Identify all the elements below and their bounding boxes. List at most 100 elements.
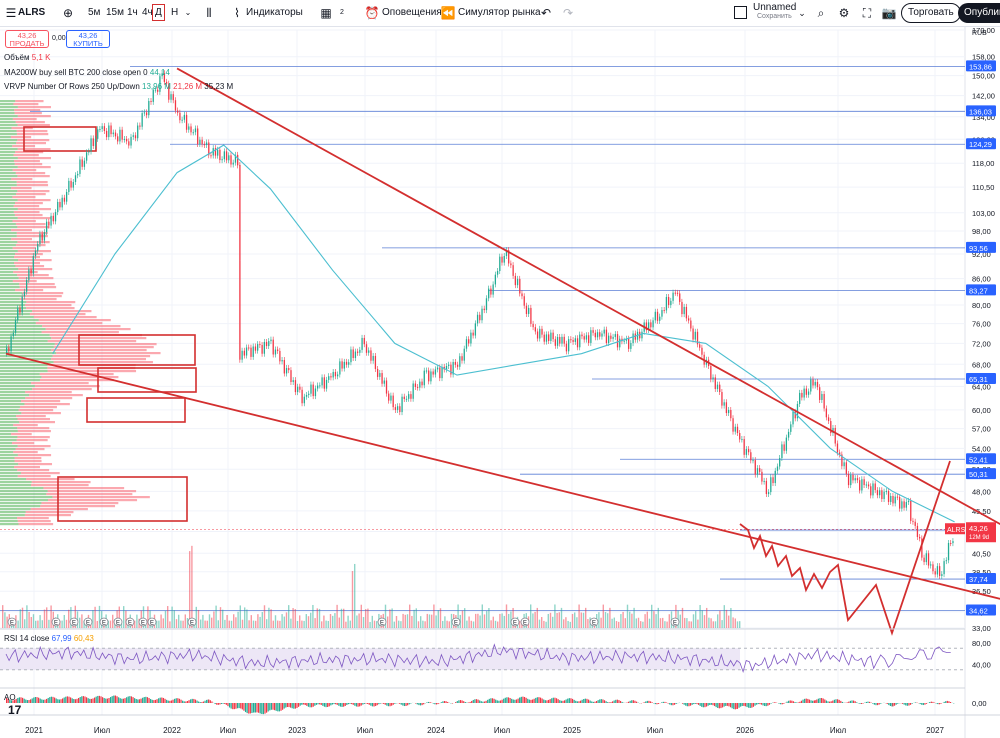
timeframe-week[interactable]: Н [171,7,179,18]
replay-button[interactable]: Симулятор рынка [458,7,541,18]
ao-legend[interactable]: AO [4,693,16,702]
ao-bar [559,700,561,703]
volume-profile-down-bar [31,481,91,484]
candle-body [350,349,352,363]
candle-body [394,407,397,410]
publish-button[interactable]: Опубликовать [958,3,1000,23]
replay-icon[interactable]: ⏪ [440,6,456,20]
redo-icon[interactable]: ↷ [562,6,574,20]
ao-bar [325,703,327,708]
candle-body [472,332,474,336]
menu-icon[interactable]: ☰ [5,6,17,20]
volume-bar [710,618,712,628]
chevron-down-icon[interactable]: ⌄ [184,8,192,17]
volume-bar [200,619,202,628]
buy-label: КУПИТЬ [73,39,103,48]
ao-bar [7,698,9,703]
trade-button[interactable]: Торговать [901,3,961,23]
candle-body [907,500,910,503]
candle-body [279,350,281,362]
x-tick-label: 2025 [563,726,581,735]
vrvp-legend[interactable]: VRVP Number Of Rows 250 Up/Down 13,96 M … [4,82,233,91]
volume-bar [290,618,292,628]
layout-checkbox[interactable] [734,6,747,19]
candle-body [54,212,57,222]
candle-body [416,386,419,388]
candle-body [39,233,41,245]
ao-bar [186,701,189,703]
sell-button[interactable]: 43,26 ПРОДАТЬ [5,30,49,48]
timeframe-1h[interactable]: 1ч [127,7,138,18]
undo-icon[interactable]: ↶ [540,6,552,20]
fullscreen-icon[interactable]: ⛶ [862,6,872,20]
chevron-down-icon[interactable]: ⌄ [798,8,806,18]
volume-bar [208,614,211,628]
ao-bar [233,703,235,710]
volume-bar [426,613,428,628]
volume-profile-down-bar [19,283,55,286]
ma-legend[interactable]: MA200W buy sell BTC 200 close open 0 44,… [4,68,170,77]
candle-body [921,538,923,558]
volume-profile-up-bar [0,133,17,136]
indicators-icon[interactable]: ⌇ [234,6,240,20]
volume-bar [162,618,164,628]
volume-bar [699,605,701,628]
volume-bar [655,614,657,628]
ao-bar [780,703,782,705]
candles-icon[interactable]: ⫴ [206,6,212,20]
camera-icon[interactable]: 📷 [881,6,897,20]
plus-circle-icon[interactable]: ⊕ [62,6,74,20]
ao-bar [629,700,631,703]
volume-bar [662,617,664,628]
volume-profile-up-bar [0,112,15,115]
volume-bar [184,614,186,628]
ao-bar [190,699,192,703]
ao-bar [328,703,330,707]
timeframe-day[interactable]: Д [152,4,165,21]
alarm-icon[interactable]: ⏰ [364,6,380,20]
volume-profile-down-bar [25,304,72,307]
ao-bar [909,703,912,705]
alerts-button[interactable]: Оповещения [382,7,442,18]
volume-profile-up-bar [0,421,20,424]
volume-legend[interactable]: Объём 5,1 K [4,53,50,62]
candle-body [303,396,305,404]
ao-bar [649,701,652,703]
candle-body [934,571,936,575]
timeframe-4h[interactable]: 4ч [142,7,153,18]
volume-bar [692,614,695,628]
volume-profile-down-bar [13,451,38,454]
volume-profile-down-bar [14,253,43,256]
ao-bar [228,703,231,708]
volume-profile-up-bar [0,193,17,196]
buy-button[interactable]: 43,26 КУПИТЬ [66,30,110,48]
volume-bar [411,615,413,628]
volume-bar [39,615,41,628]
indicators-button[interactable]: Индикаторы [246,7,303,18]
volume-profile-up-bar [0,238,12,241]
volume-bar [483,614,486,628]
layout-name[interactable]: Unnamed [753,2,797,13]
ao-bar [49,697,51,703]
rsi-legend[interactable]: RSI 14 close 67,99 60,43 [4,634,94,643]
symbol-name[interactable]: ALRS [18,7,46,18]
currency-label[interactable]: RUB [972,30,987,37]
timeframe-5m[interactable]: 5м [88,7,101,18]
y-tick-label: 86,00 [972,275,991,284]
volume-profile-down-bar [41,331,119,334]
event-marker-label: E [190,621,194,627]
gear-icon[interactable]: ⚙ [838,6,850,20]
candle-body [572,340,574,342]
timeframe-15m[interactable]: 15м [106,7,124,18]
ao-bar [583,699,585,703]
current-price-volume: 12M 9d [969,535,989,541]
ao-bar [111,696,113,703]
search-icon[interactable]: ⌕ [817,6,825,20]
layouts-icon[interactable]: ▦ [320,6,332,20]
volume-bar [585,607,587,628]
price-level-label: 153,86 [969,62,992,71]
volume-profile-up-bar [0,172,16,175]
volume-bar [497,621,499,628]
ao-bar [23,698,25,703]
